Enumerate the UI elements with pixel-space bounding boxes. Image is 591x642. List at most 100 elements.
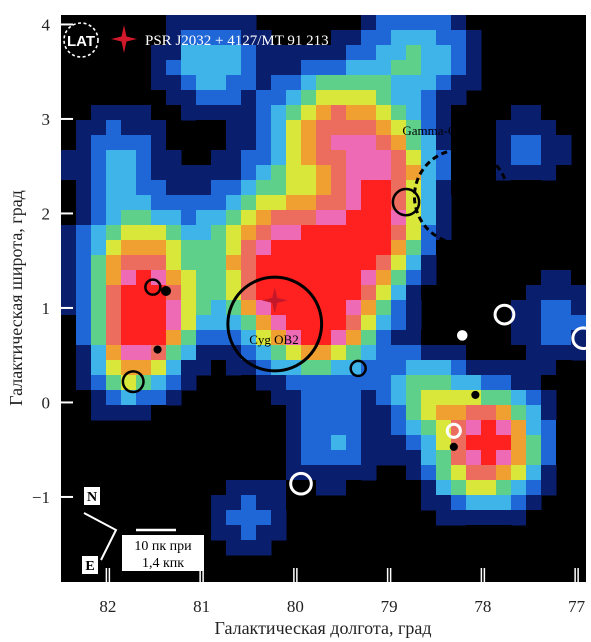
heatmap-cell (361, 270, 377, 286)
gamma-cygni-label: Gamma-Cygni (402, 123, 480, 138)
heatmap-cell (361, 60, 377, 76)
heatmap-cell (526, 120, 542, 136)
heatmap-cell (421, 225, 437, 241)
heatmap-cell (226, 45, 242, 61)
heatmap-cell (241, 315, 257, 331)
heatmap-cell (196, 45, 212, 61)
heatmap-cell (541, 150, 557, 166)
heatmap-cell (331, 315, 347, 331)
heatmap-cell (286, 345, 302, 361)
heatmap-cell (511, 420, 527, 436)
legend-star-icon (111, 25, 137, 53)
heatmap-cell (331, 465, 347, 481)
heatmap-cell (331, 360, 347, 376)
heatmap-cell (451, 90, 467, 106)
heatmap-cell (241, 195, 257, 211)
heatmap-cell (241, 510, 257, 526)
heatmap-cell (331, 135, 347, 151)
heatmap-cell (436, 60, 452, 76)
heatmap-cell (481, 375, 497, 391)
heatmap-cell (301, 240, 317, 256)
heatmap-cell (541, 165, 557, 181)
heatmap-cell (181, 195, 197, 211)
heatmap-cell (316, 435, 332, 451)
heatmap-cell (91, 390, 107, 406)
heatmap-cell (271, 225, 287, 241)
heatmap-cell (166, 210, 182, 226)
heatmap-cell (331, 435, 347, 451)
heatmap-cell (91, 105, 107, 121)
heatmap-cell (91, 255, 107, 271)
heatmap-cell (376, 345, 392, 361)
heatmap-cell (316, 465, 332, 481)
heatmap-cell (541, 315, 557, 331)
heatmap-cell (346, 105, 362, 121)
heatmap-cell (451, 345, 467, 361)
heatmap-cell (121, 150, 137, 166)
heatmap-cell (556, 345, 572, 361)
heatmap-cell (106, 225, 122, 241)
heatmap-cell (136, 225, 152, 241)
heatmap-cell (406, 300, 422, 316)
heatmap-cell (271, 60, 287, 76)
heatmap-cell (181, 285, 197, 301)
heatmap-cell (136, 195, 152, 211)
heatmap-cell (331, 285, 347, 301)
heatmap-cell (151, 180, 167, 196)
heatmap-cell (181, 345, 197, 361)
heatmap-cell (181, 315, 197, 331)
heatmap-cell (361, 375, 377, 391)
heatmap-cell (286, 120, 302, 136)
heatmap-cell (301, 315, 317, 331)
heatmap-cell (121, 180, 137, 196)
heatmap-cell (376, 315, 392, 331)
heatmap-cell (316, 165, 332, 181)
heatmap-cell (196, 15, 212, 31)
heatmap-cell (286, 285, 302, 301)
heatmap-cell (286, 135, 302, 151)
source-circle-black (121, 370, 145, 394)
heatmap-cell (106, 345, 122, 361)
heatmap-cell (196, 330, 212, 346)
heatmap-cell (331, 390, 347, 406)
heatmap-cell (511, 375, 527, 391)
heatmap-cell (421, 330, 437, 346)
heatmap-cell (376, 60, 392, 76)
heatmap-cell (196, 360, 212, 376)
heatmap-cell (181, 60, 197, 76)
heatmap-cell (256, 330, 272, 346)
heatmap-cell (151, 60, 167, 76)
heatmap-cell (211, 30, 227, 46)
heatmap-cell (526, 330, 542, 346)
legend-pulsar-label: PSR J2032 + 4127/MT 91 213 (145, 33, 329, 49)
heatmap-cell (241, 300, 257, 316)
heatmap-cell (511, 105, 527, 121)
heatmap-cell (211, 105, 227, 121)
heatmap-cell (136, 120, 152, 136)
heatmap-cell (466, 465, 482, 481)
heatmap-cell (181, 180, 197, 196)
heatmap-cell (556, 315, 572, 331)
heatmap-cell (346, 240, 362, 256)
heatmap-cell (181, 300, 197, 316)
heatmap-cell (361, 165, 377, 181)
heatmap-cell (136, 270, 152, 286)
heatmap-cell (196, 285, 212, 301)
source-overlays (121, 148, 586, 496)
heatmap-cell (496, 450, 512, 466)
heatmap-cell (286, 255, 302, 271)
heatmap-cell (331, 90, 347, 106)
heatmap-cell (106, 405, 122, 421)
heatmap-cell (151, 135, 167, 151)
heatmap-cell (166, 120, 182, 136)
heatmap-cell (346, 420, 362, 436)
heatmap-cell (331, 150, 347, 166)
heatmap-cell (106, 150, 122, 166)
heatmap-cell (301, 435, 317, 451)
heatmap-cell (256, 105, 272, 121)
heatmap-cell (301, 375, 317, 391)
heatmap-cell (226, 90, 242, 106)
heatmap-cell (376, 120, 392, 136)
heatmap-cell (526, 150, 542, 166)
heatmap-cell (526, 180, 542, 196)
